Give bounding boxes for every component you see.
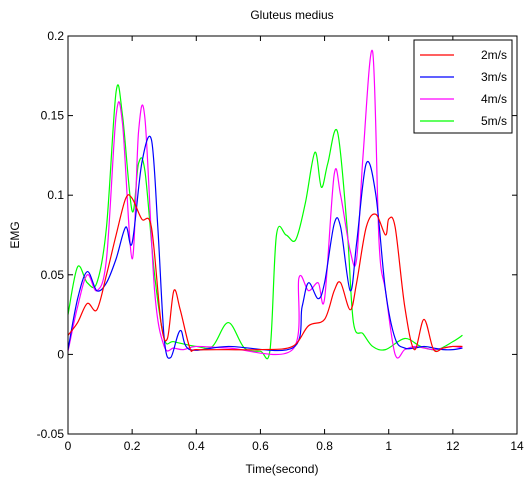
y-axis-label: EMG [8, 221, 22, 248]
y-tick-label: 0 [57, 347, 64, 361]
x-tick-label: 0.2 [124, 439, 141, 453]
x-tick-label: 0.8 [316, 439, 333, 453]
x-tick-label: 14 [510, 439, 524, 453]
chart-title: Gluteus medius [250, 8, 333, 22]
x-tick-label: 0 [65, 439, 72, 453]
legend-label: 3m/s [481, 70, 507, 84]
legend-label: 2m/s [481, 48, 507, 62]
x-tick-label: 0.6 [252, 439, 269, 453]
y-axis: -0.05 0 0.05 0.1 0.15 0.2 [37, 29, 517, 441]
series-layer [67, 49, 463, 360]
y-tick-label: 0.05 [41, 268, 65, 282]
legend-label: 4m/s [481, 92, 507, 106]
x-tick-label: 1 [385, 439, 392, 453]
y-tick-label: -0.05 [37, 427, 65, 441]
legend-label: 5m/s [481, 114, 507, 128]
plot-frame [67, 35, 518, 435]
y-tick-label: 0.2 [47, 29, 64, 43]
series-line-3m-per-s [67, 135, 463, 359]
x-axis: 0 0.2 0.4 0.6 0.8 1 12 14 [65, 36, 524, 453]
series-line-4m-per-s [67, 49, 463, 359]
series-line-2m-per-s [67, 194, 463, 353]
legend: 2m/s 3m/s 4m/s 5m/s [413, 39, 513, 134]
y-tick-label: 0.1 [47, 188, 64, 202]
x-tick-label: 12 [446, 439, 460, 453]
y-tick-label: 0.15 [41, 109, 65, 123]
series-line-5m-per-s [67, 84, 463, 360]
x-tick-label: 0.4 [188, 439, 205, 453]
x-axis-label: Time(second) [246, 462, 319, 476]
